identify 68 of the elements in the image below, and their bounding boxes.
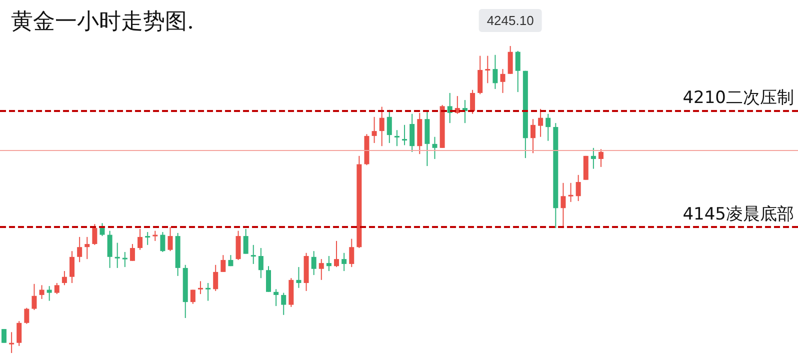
- candlestick: [236, 230, 241, 260]
- candlestick: [77, 236, 82, 263]
- ref-line-label: 4145凌晨底部: [682, 204, 794, 225]
- candlestick: [266, 266, 271, 292]
- candlestick: [220, 254, 226, 272]
- candlestick: [318, 258, 324, 280]
- candlestick: [326, 255, 332, 272]
- candlestick: [583, 155, 588, 180]
- candlestick: [568, 182, 574, 202]
- candlestick: [39, 284, 44, 300]
- candlestick: [70, 250, 75, 284]
- candlestick: [530, 118, 536, 154]
- candlestick: [16, 320, 22, 346]
- candlestick: [54, 282, 60, 295]
- candlestick: [152, 230, 158, 242]
- candlestick: [478, 55, 483, 95]
- candlestick: [160, 232, 166, 252]
- candlestick: [258, 248, 264, 279]
- candlestick: [349, 238, 354, 268]
- candlestick: [32, 283, 37, 311]
- candlestick: [560, 182, 566, 229]
- candlestick: [508, 46, 513, 74]
- candlestick: [168, 226, 173, 252]
- candlestick: [198, 280, 203, 295]
- candlestick: [500, 68, 506, 94]
- candlestick: [485, 55, 490, 84]
- candlestick: [107, 230, 112, 268]
- candlestick: [122, 251, 128, 268]
- candlestick: [311, 250, 316, 276]
- candlestick: [379, 106, 384, 147]
- candlestick: [410, 113, 415, 152]
- candlestick: [145, 232, 150, 246]
- candlestick: [590, 147, 596, 170]
- candlestick: [62, 270, 67, 286]
- candlestick: [334, 240, 340, 268]
- candlestick: [250, 244, 256, 264]
- candlestick: [114, 242, 120, 268]
- candlestick: [598, 148, 604, 168]
- candlestick: [492, 54, 498, 90]
- candlestick: [515, 50, 520, 93]
- candlestick: [92, 224, 98, 246]
- candlestick: [296, 266, 302, 288]
- candlestick: [342, 252, 347, 272]
- annotation: 4245.10: [486, 13, 534, 28]
- candlestick: [538, 108, 544, 138]
- ref-line-label: 4210二次压制: [682, 88, 794, 108]
- candlestick: [386, 109, 392, 144]
- candlestick: [432, 136, 438, 160]
- candlestick: [138, 228, 143, 250]
- candlestick: [546, 113, 551, 142]
- candlestick: [100, 222, 105, 237]
- candlestick: [243, 228, 248, 254]
- candlestick: [576, 174, 581, 202]
- candlestick: [9, 332, 14, 354]
- candlestick: [84, 236, 90, 260]
- candlestick: [130, 244, 135, 262]
- candlestick: [274, 288, 279, 307]
- candlestick: [470, 89, 476, 114]
- candlestick: [206, 282, 211, 302]
- candlestick: [46, 286, 52, 302]
- candlestick: [213, 264, 218, 292]
- candlestick: [190, 289, 196, 304]
- candlestick: [402, 124, 408, 146]
- candlestick: [24, 307, 30, 324]
- candlestick: [394, 130, 400, 147]
- candlestick: [281, 292, 286, 316]
- candlestick: [372, 116, 377, 144]
- chart-title: 黄金一小时走势图.: [11, 10, 194, 34]
